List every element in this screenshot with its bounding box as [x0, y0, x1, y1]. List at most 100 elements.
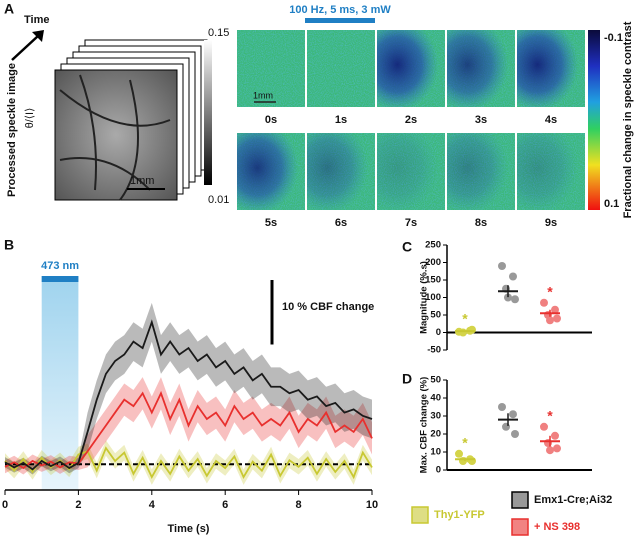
stimulus-bar — [41, 276, 79, 282]
frame-response — [517, 133, 585, 210]
frame-response — [447, 30, 515, 107]
frame-response — [237, 133, 305, 210]
panel-c: C Magnitude (%.s) -50 0 50 100 150 200 250 * * — [402, 239, 592, 356]
image-label: Processed speckle image — [6, 63, 18, 197]
y-tick-label: 30 — [430, 411, 441, 422]
data-point — [540, 298, 548, 307]
frame-label: 4s — [545, 114, 557, 126]
data-point — [498, 403, 506, 411]
data-point — [455, 449, 463, 458]
data-point — [540, 422, 548, 431]
frame-response — [377, 133, 445, 210]
frame-label: 0s — [265, 114, 277, 126]
frame-label: 9s — [545, 217, 557, 229]
frame-scale-label: 1mm — [253, 90, 273, 100]
y-tick-label: 200 — [425, 257, 441, 268]
scale-bar-label: 10 % CBF change — [282, 301, 374, 313]
y-tick-label: 20 — [430, 429, 441, 440]
panel-d: D Max. CBF change (%) 0 10 20 30 40 50 * * — [402, 371, 592, 476]
data-point — [504, 293, 512, 302]
x-tick-label: 0 — [2, 499, 8, 511]
legend-label: Emx1-Cre;Ai32 — [534, 494, 612, 506]
frame-noise — [237, 30, 305, 107]
frame-label: 6s — [335, 217, 347, 229]
data-point — [553, 314, 561, 323]
x-tick-label: 6 — [222, 499, 228, 511]
frame-response — [447, 133, 515, 210]
frame-label: 8s — [475, 217, 487, 229]
y-tick-label: 0 — [436, 465, 441, 476]
vessel — [79, 74, 97, 191]
legend-label: + NS 398 — [534, 521, 580, 533]
data-point — [511, 430, 519, 438]
frame-label: 1s — [335, 114, 347, 126]
x-axis-label: Time (s) — [168, 523, 210, 535]
y-tick-label: -50 — [427, 345, 441, 356]
gray-tick-label: 0.15 — [208, 27, 229, 39]
colorbar-tick-label: -0.1 — [604, 32, 623, 44]
data-point — [459, 328, 467, 337]
y-axis-label: Max. CBF change (%) — [419, 377, 430, 474]
stimulus-bar — [305, 18, 375, 23]
legend: Emx1-Cre;Ai32 + NS 398 Thy1-YFP — [411, 491, 612, 536]
y-tick-label: 150 — [425, 275, 441, 286]
x-tick-label: 4 — [149, 499, 156, 511]
data-point — [553, 444, 561, 453]
y-tick-label: 250 — [425, 240, 441, 251]
panel-letter: A — [4, 1, 14, 17]
data-point — [509, 410, 517, 419]
colorbar-tick-label: 0.1 — [604, 198, 619, 210]
data-point — [468, 325, 476, 334]
gray-colorbar — [204, 40, 212, 185]
vessel — [59, 157, 151, 191]
legend-swatch — [411, 506, 429, 524]
colorbar-label: Fractional change in speckle contrast — [622, 21, 634, 218]
legend-label: Thy1-YFP — [434, 509, 485, 521]
scale-bar-label: 1mm — [130, 175, 154, 187]
data-point — [546, 446, 554, 455]
y-axis-label: Magnitude (%.s) — [419, 261, 430, 334]
frame-response — [307, 133, 375, 210]
significance-marker: * — [462, 310, 468, 326]
frame-label: 5s — [265, 217, 277, 229]
image-unit: θ/⟨I⟩ — [24, 108, 36, 129]
x-tick-label: 10 — [366, 499, 378, 511]
y-tick-label: 40 — [430, 393, 441, 404]
stimulus-label: 473 nm — [41, 260, 79, 272]
gray-tick-label: 0.01 — [208, 194, 229, 206]
y-tick-label: 50 — [430, 310, 441, 321]
frame-response — [377, 30, 445, 107]
stimulus-window — [41, 276, 79, 490]
y-tick-label: 50 — [430, 375, 441, 386]
significance-marker: * — [547, 283, 553, 299]
panel-letter: C — [402, 239, 412, 255]
frame-label: 2s — [405, 114, 417, 126]
panel-letter: B — [4, 237, 14, 253]
data-point — [509, 272, 517, 281]
frame-label: 7s — [405, 217, 417, 229]
data-point — [551, 305, 559, 314]
series-line — [4, 319, 373, 471]
y-tick-label: 100 — [425, 292, 441, 303]
vessel — [59, 89, 171, 127]
frame-response — [517, 30, 585, 107]
stack-label: Time — [24, 14, 49, 26]
data-point — [551, 431, 559, 440]
legend-swatch — [511, 518, 529, 536]
data-point — [502, 422, 510, 431]
arrow — [11, 35, 39, 61]
colorbar — [588, 30, 600, 210]
stimulus-label: 100 Hz, 5 ms, 3 mW — [289, 4, 391, 16]
panel-letter: D — [402, 371, 412, 387]
data-point — [546, 316, 554, 325]
significance-marker: * — [462, 435, 468, 451]
series-line — [4, 390, 373, 470]
vessel — [119, 79, 139, 201]
x-tick-label: 2 — [75, 499, 81, 511]
x-tick-label: 8 — [296, 499, 302, 511]
data-point — [498, 262, 506, 270]
y-tick-label: 0 — [436, 327, 441, 338]
significance-marker: * — [547, 408, 553, 424]
